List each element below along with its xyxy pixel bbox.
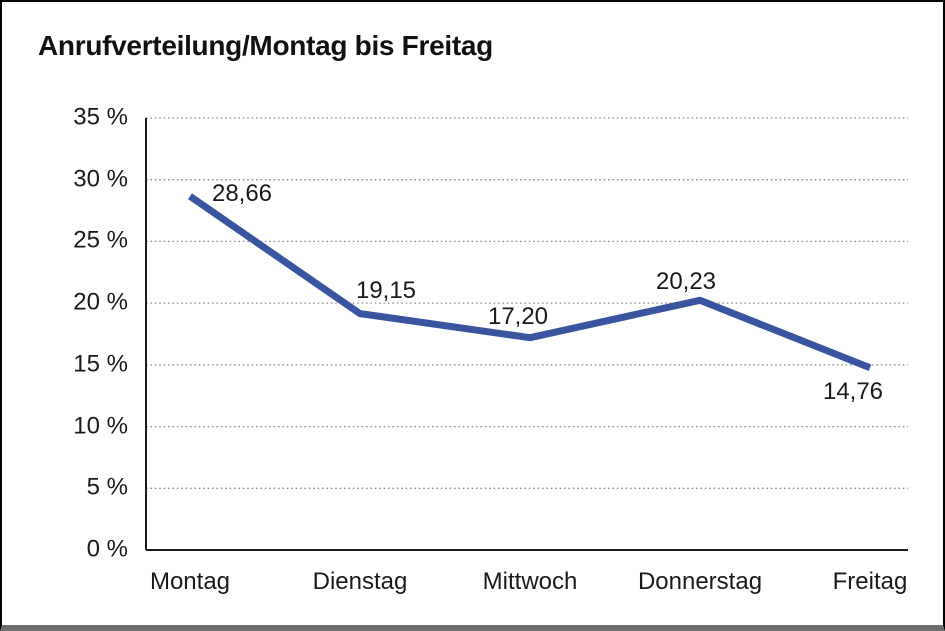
- y-axis-tick-label: 25 %: [73, 226, 128, 254]
- y-axis-tick-label: 5 %: [86, 473, 128, 501]
- y-axis-tick-label: 30 %: [73, 165, 128, 193]
- data-point-label: 20,23: [655, 268, 717, 296]
- x-axis-category-label: Freitag: [832, 568, 908, 595]
- data-line: [188, 193, 872, 372]
- y-axis-tick-label: 20 %: [73, 288, 128, 316]
- x-axis-category-label: Dienstag: [312, 568, 408, 595]
- data-point-label: 14,76: [822, 377, 884, 405]
- y-axis-tick-label: 0 %: [86, 535, 128, 563]
- y-axis-tick-label: 10 %: [73, 412, 128, 440]
- data-point-label: 17,20: [487, 302, 549, 330]
- x-axis-category-label: Mittwoch: [482, 568, 578, 595]
- y-axis-tick-label: 35 %: [73, 103, 128, 131]
- chart-title: Anrufverteilung/Montag bis Freitag: [38, 30, 493, 61]
- x-axis-category-label: Donnerstag: [637, 568, 763, 595]
- data-point-label: 28,66: [211, 180, 273, 208]
- x-axis-category-label: Montag: [149, 568, 231, 595]
- data-point-label: 19,15: [355, 276, 417, 304]
- y-axis-tick-label: 15 %: [73, 350, 128, 378]
